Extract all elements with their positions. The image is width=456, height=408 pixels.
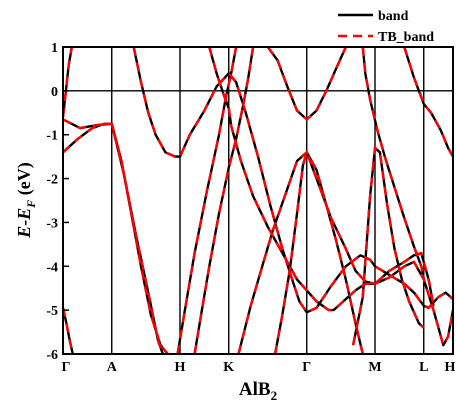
y-tick-label-4: -3 — [46, 216, 58, 231]
tb-band-line-2 — [63, 119, 163, 354]
legend-label-2: TB_band — [378, 30, 434, 45]
x-tick-label-6: L — [419, 360, 428, 375]
y-tick-label-6: -5 — [46, 304, 58, 319]
tb-band-line-14 — [404, 47, 453, 157]
x-tick-label-0: Γ — [62, 360, 71, 375]
band-series — [63, 47, 453, 354]
band-line-8 — [178, 47, 237, 354]
band-line-10 — [275, 152, 453, 354]
y-tick-label-2: -1 — [46, 129, 58, 144]
x-tick-label-3: K — [223, 360, 234, 375]
band-line-2 — [63, 119, 163, 354]
y-tick-label-5: -4 — [46, 260, 58, 275]
y-tick-label-0: 1 — [51, 41, 58, 56]
tb-band-line-1 — [63, 124, 168, 354]
x-tick-label-2: H — [175, 360, 186, 375]
y-tick-label-3: -2 — [46, 173, 58, 188]
legend-label-1: band — [378, 9, 409, 24]
y-tick-label-1: 0 — [51, 85, 58, 100]
legend: band TB_band — [338, 9, 434, 45]
y-axis-label: E-EF (eV) — [14, 162, 38, 239]
high-symmetry-lines — [112, 47, 424, 354]
tb-band-line-3 — [63, 308, 73, 354]
x-tick-label-7: H — [445, 360, 456, 375]
plot-frame — [63, 47, 453, 354]
tb-band-series — [63, 47, 453, 354]
x-tick-label-5: M — [368, 360, 381, 375]
x-axis-label: AlB2 — [239, 379, 277, 403]
y-tick-label-7: -6 — [46, 348, 58, 363]
x-tick-label-4: Γ — [302, 360, 311, 375]
x-tick-label-1: A — [107, 360, 118, 375]
